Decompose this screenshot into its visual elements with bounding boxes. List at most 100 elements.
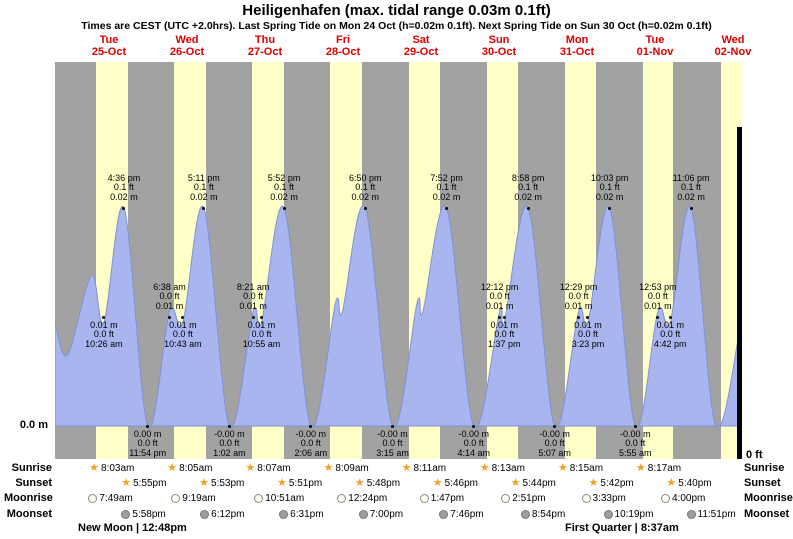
sunset-time-label: 5:40pm <box>678 478 712 489</box>
sunset-icon: ★ <box>666 477 677 489</box>
day-name: Tue <box>645 34 665 46</box>
moonrise-time: 2:51pm <box>501 492 546 505</box>
tide-point-dot <box>122 206 126 210</box>
moonrise-icon <box>171 494 181 503</box>
tide-annotation-line: 0.02 m <box>270 191 298 202</box>
sunrise-icon: ★ <box>323 462 334 474</box>
sunset-icon: ★ <box>354 477 365 489</box>
day-label: Fri 28-Oct <box>304 34 382 58</box>
moonset-icon <box>520 510 530 519</box>
tide-annotation-line: 5:07 am <box>538 447 571 458</box>
tide-annotation-line: 0.1 ft <box>113 182 134 193</box>
tide-annotation-high: 5:11 pm 0.1 ft 0.02 m <box>169 173 239 202</box>
sunset-row-label-right: Sunset <box>744 477 781 489</box>
day-name: Sun <box>488 34 510 46</box>
tide-annotation-line: 0.1 ft <box>599 182 620 193</box>
sunset-time: ★ 5:51pm <box>277 477 322 490</box>
moonrise-time: 7:49am <box>88 492 133 505</box>
day-label: Sat 29-Oct <box>382 34 460 58</box>
tide-annotation-line: 1:02 am <box>213 447 246 458</box>
moonset-icon <box>200 510 210 519</box>
tide-annotation-high: 8:58 pm 0.1 ft 0.02 m <box>493 173 563 202</box>
tide-point-dot <box>472 424 476 428</box>
moonset-time: 7:00pm <box>358 508 403 521</box>
moonset-icon <box>279 510 289 519</box>
tide-point-dot <box>577 315 581 319</box>
moonset-time-label: 5:58pm <box>132 509 166 520</box>
tide-annotation-low: -0.00 m 0.0 ft 3:15 am <box>358 429 428 458</box>
tide-point-dot <box>689 206 693 210</box>
tide-annotation-sec_low: 0.01 m 0.0 ft 4:42 pm <box>635 320 705 349</box>
moonrise-time: 1:47pm <box>419 492 464 505</box>
y-axis-label-m: 0.0 m <box>19 419 48 431</box>
tide-annotation-line: 0.02 m <box>432 191 461 202</box>
tide-annotation-line: 0.1 ft <box>436 182 457 193</box>
tide-annotation-line: 0.1 ft <box>681 182 702 193</box>
moonset-time: 10:19pm <box>603 508 653 521</box>
moonrise-row-label-left: Moonrise <box>4 492 53 504</box>
tide-annotation-high: 6:50 pm 0.1 ft 0.02 m <box>330 173 400 202</box>
tide-annotation-sec_high: 12:29 pm 0.0 ft 0.01 m <box>544 282 614 311</box>
tide-annotation-line: 0.1 ft <box>355 182 376 193</box>
tide-plot-area <box>55 62 741 459</box>
tide-annotation-line: 2:06 am <box>294 447 328 458</box>
tide-annotation-line: 4:42 pm <box>654 338 687 349</box>
tide-annotation-line: 0.01 m <box>247 320 276 330</box>
sunset-time: ★ 5:48pm <box>355 477 400 490</box>
sunrise-time: ★ 8:07am <box>245 462 290 475</box>
sunrise-icon: ★ <box>479 462 490 474</box>
sunrise-time-label: 8:15am <box>569 463 604 474</box>
tide-annotation-line: 11:54 pm <box>129 447 167 458</box>
moonset-time-label: 11:51pm <box>697 509 736 520</box>
tide-point-dot <box>391 424 395 428</box>
tide-annotation-line: 11:06 pm <box>672 173 710 183</box>
day-date: 25-Oct <box>91 46 127 58</box>
tide-annotation-line: 0.0 ft <box>243 291 264 302</box>
day-date: 29-Oct <box>403 46 439 58</box>
tide-annotation-line: 0.0 ft <box>568 291 589 302</box>
sunset-time-label: 5:51pm <box>288 478 323 489</box>
sunrise-time: ★ 8:09am <box>323 462 368 475</box>
moonset-time: 7:46pm <box>439 508 484 521</box>
tide-annotation-sec_high: 12:12 pm 0.0 ft 0.01 m <box>465 282 535 311</box>
moonrise-icon <box>419 494 429 503</box>
sunrise-icon: ★ <box>245 462 256 474</box>
day-date: 31-Oct <box>559 46 595 58</box>
tide-annotation-line: 3:15 am <box>376 447 409 458</box>
sunset-time: ★ 5:40pm <box>666 477 711 490</box>
sunset-icon: ★ <box>277 477 287 489</box>
tide-point-dot <box>309 424 313 428</box>
tide-annotation-high: 11:06 pm 0.1 ft 0.02 m <box>656 173 726 202</box>
ft-axis-bar <box>737 127 742 459</box>
tide-annotation-line: 3:23 pm <box>571 338 605 349</box>
tide-annotation-line: 0.01 m <box>574 320 602 330</box>
tide-annotation-line: -0.00 m <box>539 429 570 439</box>
tide-annotation-line: -0.00 m <box>295 429 327 439</box>
day-label: Wed 02-Nov <box>694 34 772 58</box>
sunset-time-label: 5:53pm <box>210 478 245 489</box>
tide-point-dot <box>363 206 367 210</box>
moonset-time-label: 7:46pm <box>450 509 484 520</box>
tide-annotation-line: 0.0 ft <box>251 329 272 340</box>
tide-annotation-line: 0.0 ft <box>625 438 646 449</box>
sunset-icon: ★ <box>121 477 132 489</box>
tide-annotation-sec_low: 0.01 m 0.0 ft 10:26 am <box>69 320 139 349</box>
sunset-time-label: 5:44pm <box>522 478 556 489</box>
tide-annotation-line: -0.00 m <box>214 429 245 439</box>
sunrise-time: ★ 8:11am <box>402 462 447 475</box>
moonset-time-label: 8:54pm <box>531 509 566 520</box>
tide-annotation-low: -0.00 m 0.0 ft 4:14 am <box>439 429 509 458</box>
tide-annotation-line: 0.01 m <box>485 300 514 311</box>
moonrise-icon <box>88 494 98 503</box>
tide-annotation-low: -0.00 m 0.0 ft 1:02 am <box>194 429 264 458</box>
tide-point-dot <box>168 315 172 319</box>
tide-annotation-line: 0.0 ft <box>93 329 114 340</box>
y-axis-label-ft: 0 ft <box>746 449 763 461</box>
moonset-time: 11:51pm <box>686 508 736 521</box>
sunrise-icon: ★ <box>557 462 568 474</box>
day-label: Tue 25-Oct <box>70 34 148 58</box>
moonrise-time-label: 10:51am <box>265 493 305 504</box>
first-quarter-label: First Quarter | 8:37am <box>565 522 679 534</box>
moonset-time: 5:58pm <box>121 508 166 521</box>
